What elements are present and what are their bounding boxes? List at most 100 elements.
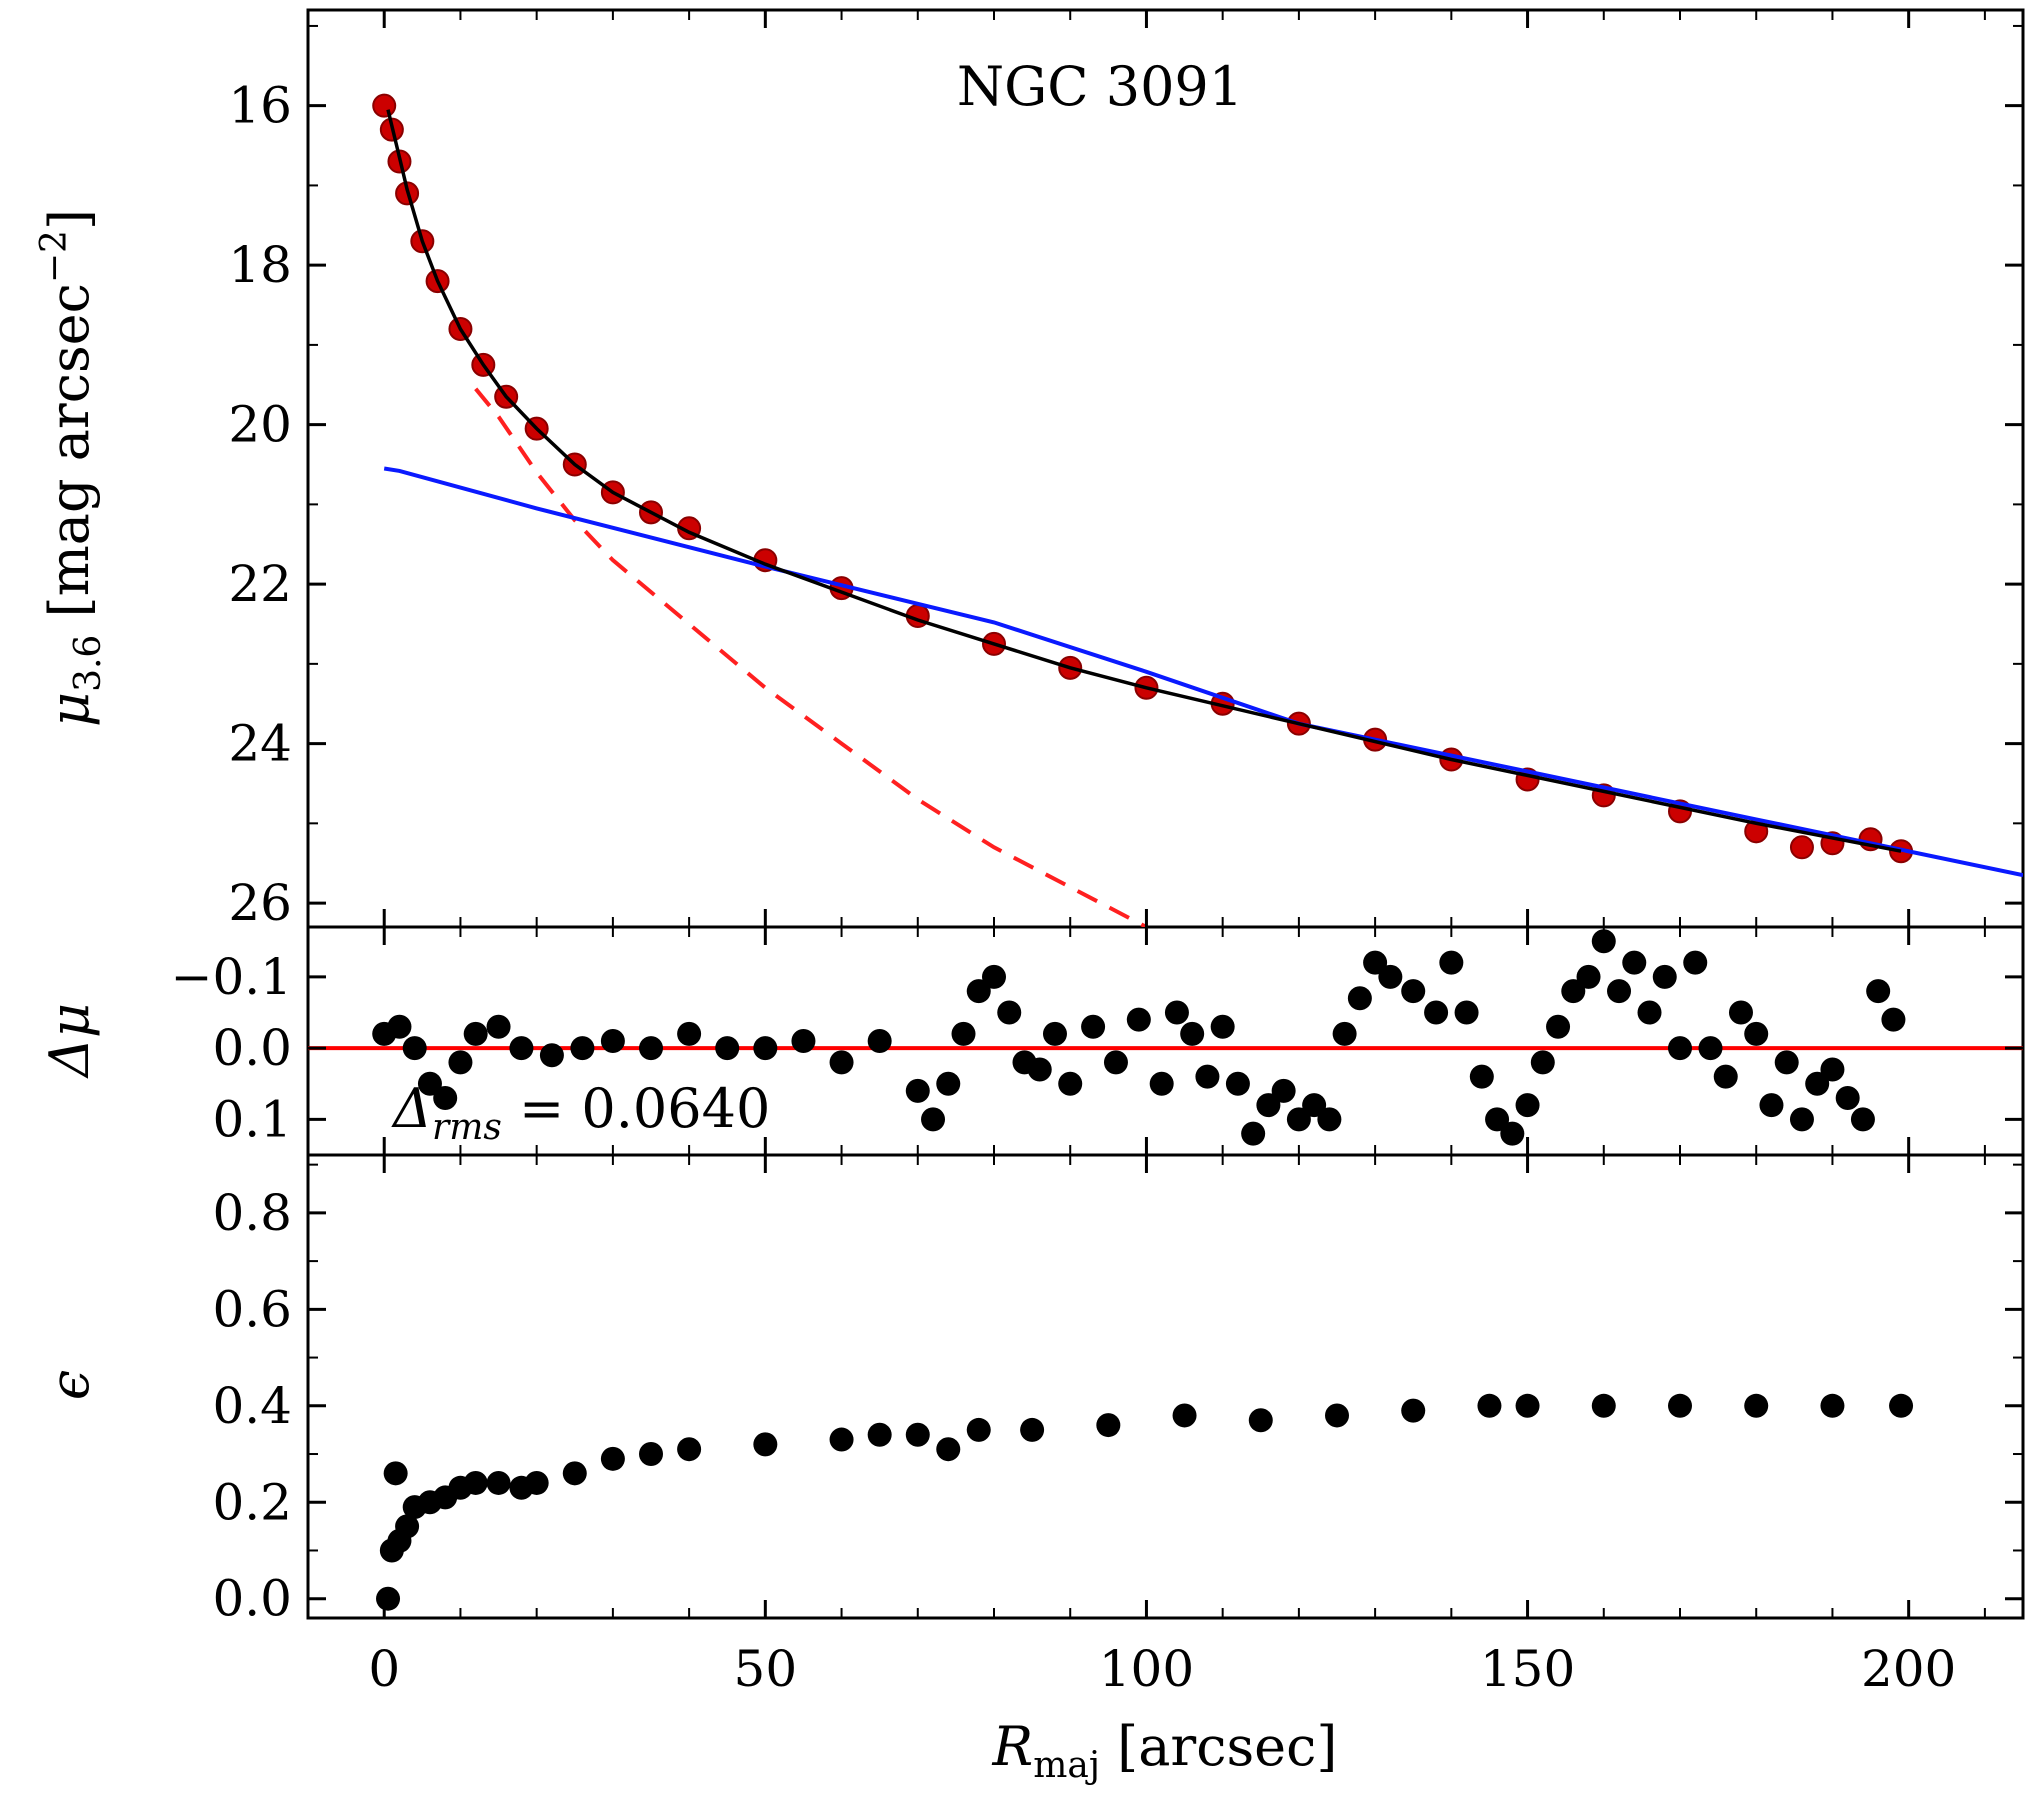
x-tick-label: 0	[368, 1640, 400, 1698]
disk-line	[383, 466, 2023, 878]
y-tick-label: 0.8	[212, 1184, 292, 1242]
ellipticity-point	[562, 1461, 587, 1486]
residual-point	[1805, 1071, 1830, 1096]
ellipticity-point	[966, 1417, 991, 1442]
y-tick-label: 16	[228, 77, 292, 135]
y-tick-label: 0.4	[212, 1377, 292, 1435]
residual-point	[936, 1071, 961, 1096]
rms-annotation-symbol: Δ	[391, 1077, 432, 1140]
residual-point	[402, 1036, 427, 1061]
ellipticity-point	[395, 1514, 420, 1539]
profile-ylabel-sup: −2	[34, 230, 75, 283]
residual-point	[509, 1036, 534, 1061]
y-tick-label: 0.1	[212, 1090, 292, 1148]
residual-point	[791, 1029, 816, 1053]
residual-point	[448, 1050, 473, 1075]
ellipticity-point	[1248, 1408, 1273, 1433]
ellipticity-point	[677, 1437, 702, 1462]
residual-point	[570, 1036, 595, 1061]
residual-point	[905, 1078, 930, 1103]
residual-point	[1652, 964, 1677, 989]
y-tick-label: 18	[228, 236, 292, 294]
ellipticity-point	[1820, 1393, 1845, 1418]
ellipticity-point	[1744, 1393, 1769, 1418]
ellipticity-point	[486, 1470, 511, 1495]
residual-point	[997, 1000, 1022, 1025]
residual-point	[1363, 950, 1388, 975]
residual-point	[1164, 1000, 1189, 1025]
residual-point	[1126, 1007, 1151, 1032]
ellipticity-point	[1591, 1393, 1616, 1418]
residual-point	[1195, 1064, 1220, 1089]
ellipticity-point	[905, 1422, 930, 1447]
ellipticity-point	[376, 1586, 401, 1611]
bulge-line	[474, 387, 1148, 927]
x-axis-title-symbol: R	[992, 1715, 1034, 1778]
y-tick-label: 26	[228, 874, 292, 932]
residual-point	[1683, 950, 1708, 975]
rms-annotation: Δrms = 0.0640	[391, 1077, 770, 1148]
x-axis-title-subscript: maj	[1033, 1745, 1100, 1786]
ellipticity-point	[1889, 1393, 1914, 1418]
residual-point	[1698, 1036, 1723, 1061]
x-tick-label: 50	[734, 1640, 798, 1698]
ellipticity-point	[383, 1461, 408, 1486]
ellipticity-point	[1325, 1403, 1349, 1428]
residual-point	[1439, 950, 1464, 975]
residual-point	[867, 1029, 892, 1053]
rms-annotation-subscript: rms	[432, 1107, 502, 1148]
residual-point	[1302, 1093, 1327, 1118]
residual-point	[1454, 1000, 1479, 1025]
residual-point	[387, 1014, 412, 1039]
x-tick-label: 200	[1861, 1640, 1956, 1698]
y-tick-label: 24	[228, 715, 292, 773]
observed-point	[1789, 835, 1814, 860]
ellipticity-point	[524, 1470, 549, 1495]
residual-point	[1225, 1071, 1250, 1096]
ellipticity-point	[1096, 1413, 1121, 1438]
residual-point	[921, 1107, 946, 1132]
residual-point	[1637, 1000, 1662, 1025]
ellipticity-point	[1477, 1393, 1502, 1418]
residual-point	[1850, 1107, 1875, 1132]
residual-point	[1256, 1093, 1281, 1118]
residual-point	[539, 1043, 564, 1068]
residual-point	[1713, 1064, 1738, 1089]
residual-point	[1058, 1071, 1083, 1096]
residual-point	[1347, 986, 1372, 1011]
residual-point	[829, 1050, 854, 1075]
residual-point	[1042, 1021, 1067, 1046]
residual-point	[1469, 1064, 1494, 1089]
ellipticity-point	[753, 1432, 778, 1457]
residual-point	[1515, 1093, 1540, 1118]
residual-point	[1789, 1107, 1814, 1132]
chart-title: NGC 3091	[957, 55, 1243, 118]
residual-point	[966, 979, 991, 1004]
profile-panel	[372, 93, 2023, 927]
y-tick-label: −0.1	[171, 948, 292, 1006]
y-tick-label: 0.6	[212, 1280, 292, 1338]
residual-point	[982, 964, 1006, 989]
residual-point	[1744, 1021, 1769, 1046]
residual-point	[1561, 979, 1586, 1004]
residual-point	[1317, 1107, 1342, 1132]
ellipticity-ylabel: ϵ	[38, 1370, 101, 1400]
ellipticity-point	[1172, 1403, 1197, 1428]
y-tick-label: 0.0	[212, 1570, 292, 1628]
ellipticity-point	[936, 1437, 961, 1462]
residual-point	[1881, 1007, 1906, 1032]
residual-point	[753, 1036, 778, 1061]
profile-ylabel-unit: [mag arcsec	[38, 283, 101, 635]
ellipticity-point	[829, 1427, 854, 1452]
residual-point	[1774, 1050, 1799, 1075]
residual-point	[1210, 1014, 1235, 1039]
residual-point	[463, 1021, 488, 1046]
x-tick-label: 150	[1480, 1640, 1575, 1698]
x-tick-label: 100	[1099, 1640, 1194, 1698]
residual-point	[486, 1014, 511, 1039]
ellipticity-panel	[376, 1393, 1914, 1611]
residual-point	[677, 1021, 702, 1046]
residual-point	[1103, 1050, 1128, 1075]
y-tick-label: 20	[228, 396, 292, 454]
axis-ticks: 16 18 20 22 24 26 −0.1 0.0 0.1 0.0 0.2 0.4 0.6 0.8 0 50…	[171, 10, 2023, 1698]
